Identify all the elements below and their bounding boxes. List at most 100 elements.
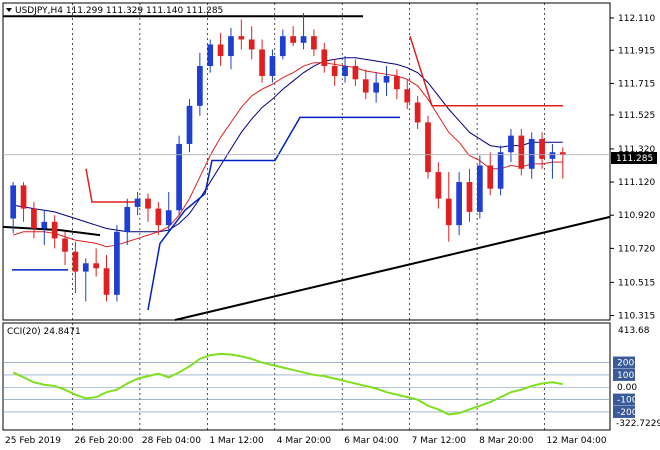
cci-level-label: 0.00 [617, 383, 637, 393]
red-level-segment [85, 168, 138, 203]
candle-body [103, 268, 110, 295]
candle-body [72, 251, 79, 272]
candle-body [352, 66, 359, 80]
current-price-value: 111.285 [616, 154, 653, 164]
cci-level-label: 100 [617, 371, 634, 381]
symbol-dropdown-icon[interactable] [6, 8, 12, 12]
candle-body [497, 152, 504, 189]
price-tick-label: 111.120 [618, 178, 655, 188]
candle-body [134, 198, 141, 207]
candle-body [228, 36, 234, 57]
candle-body [93, 263, 99, 269]
fast-moving-average-line [13, 62, 563, 248]
time-label: 26 Feb 20:00 [74, 436, 133, 446]
candle-body [404, 89, 411, 103]
candle-body [62, 238, 68, 252]
cci-level-label: 200 [617, 359, 634, 369]
candle-body [435, 172, 442, 199]
candle-body [373, 82, 379, 93]
candle-body [414, 102, 421, 123]
candle-body [20, 185, 27, 209]
candle-body [259, 49, 265, 76]
indicator-label: CCI(20) 24.8471 [7, 327, 81, 337]
candle-body [114, 231, 120, 295]
cci-level-label: -100 [617, 396, 638, 406]
candle-body [124, 206, 131, 232]
cci-level-tag [613, 368, 635, 381]
candlesticks [10, 12, 566, 302]
candle-body [311, 36, 317, 50]
time-label: 6 Mar 04:00 [344, 436, 399, 446]
time-label: 7 Mar 12:00 [412, 436, 467, 446]
price-axis: 112.110 111.915 111.715 111.525 111.320 111.1… [3, 14, 655, 322]
candle-body [425, 122, 431, 173]
candle-body [528, 138, 535, 169]
price-tick-label: 110.315 [618, 312, 655, 322]
candle-body [559, 152, 566, 155]
candle-body [487, 165, 494, 189]
price-tick-label: 110.515 [618, 278, 655, 288]
candle-body [238, 36, 245, 40]
candle-body [217, 44, 224, 57]
candle-body [248, 39, 255, 50]
slow-moving-average-line [13, 57, 563, 233]
cci-level-labels: 200 100 0.00 -100 -200 [613, 356, 638, 418]
candle-body [539, 138, 545, 159]
symbol-info: USDJPY,H4 111.299 111.329 111.140 111.28… [15, 6, 223, 16]
candle-body [518, 135, 525, 169]
candle-body [456, 182, 462, 226]
candle-body [383, 75, 390, 83]
candle-body [41, 221, 48, 229]
time-label: 4 Mar 20:00 [277, 436, 332, 446]
candle-body [445, 198, 452, 226]
cci-bottom-value: -322.7229 [616, 419, 660, 429]
candle-body [145, 198, 151, 209]
time-label: 1 Mar 12:00 [209, 436, 264, 446]
candle-body [321, 49, 328, 67]
time-label: 8 Mar 20:00 [479, 436, 534, 446]
candle-body [466, 182, 473, 212]
price-tick-label: 111.715 [618, 79, 655, 89]
candle-body [165, 210, 172, 226]
time-label: 12 Mar 04:00 [547, 436, 607, 446]
cci-indicator [3, 352, 610, 416]
price-tick-label: 111.320 [618, 145, 655, 155]
candle-body [362, 79, 369, 93]
cci-top-value: 413.68 [618, 326, 650, 336]
candle-body [394, 75, 400, 90]
indicator-pane[interactable] [2, 322, 611, 431]
candle-body [508, 135, 514, 153]
moving-averages [13, 57, 563, 248]
candle-body [342, 66, 348, 76]
cci-level-tag [613, 356, 635, 369]
candle-body [31, 208, 37, 229]
cci-level-tag [613, 405, 635, 418]
candle-body [176, 143, 182, 211]
drawn-overlays [2, 15, 611, 321]
main-chart-pane[interactable] [2, 2, 611, 321]
cci-line [12, 352, 563, 416]
cci-level-tag [613, 393, 635, 406]
uptrend-line [174, 215, 611, 321]
time-axis: 25 Feb 2019 26 Feb 20:00 28 Feb 04:00 1 Mar… [5, 436, 607, 446]
downtrend-line [2, 225, 101, 237]
candle-body [300, 36, 307, 43]
red-level-segment [409, 35, 563, 107]
blue-trailing-line [147, 116, 400, 311]
price-tick-label: 111.915 [618, 46, 655, 56]
candle-body [82, 263, 89, 272]
price-tick-label: 111.525 [618, 111, 655, 121]
candle-body [290, 36, 297, 43]
candle-body [269, 56, 276, 76]
candle-body [279, 36, 286, 57]
candle-body [186, 105, 193, 144]
candle-body [207, 44, 214, 67]
time-label: 25 Feb 2019 [5, 436, 61, 446]
time-label: 28 Feb 04:00 [142, 436, 201, 446]
price-tick-label: 110.720 [618, 244, 655, 254]
candle-body [549, 152, 556, 159]
price-tick-label: 110.920 [618, 211, 655, 221]
candle-body [51, 221, 58, 239]
candle-body [477, 165, 483, 212]
